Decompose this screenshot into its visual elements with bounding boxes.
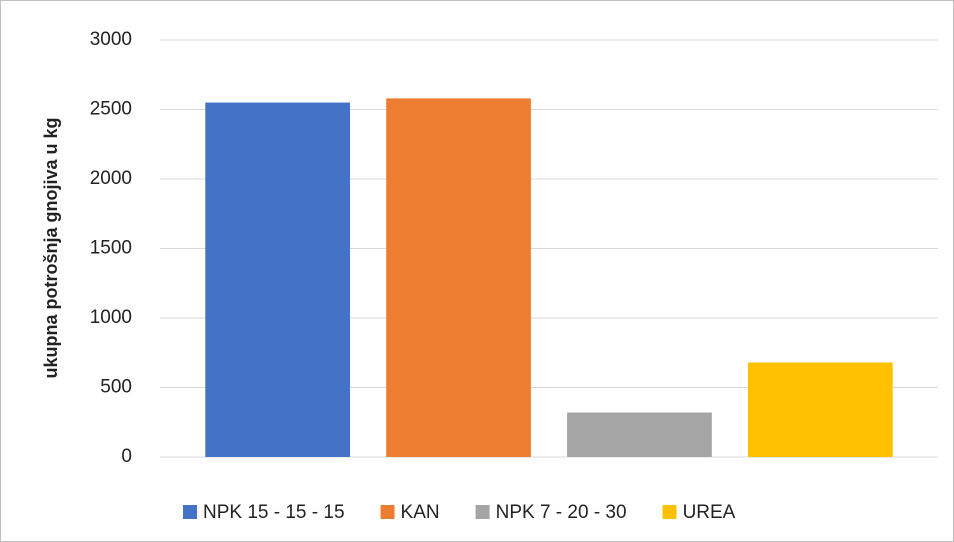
y-tick-label: 2500 [90, 99, 132, 120]
legend-swatch [662, 505, 677, 519]
y-tick-label: 2000 [90, 168, 132, 189]
y-tick-label: 1000 [90, 307, 132, 328]
y-tick-label: 500 [100, 377, 132, 398]
y-tick-label: 1500 [90, 238, 132, 259]
legend-label: NPK 15 - 15 - 15 [203, 502, 345, 523]
bar [567, 412, 712, 457]
y-tick-label: 0 [121, 446, 132, 467]
legend-label: UREA [683, 502, 736, 523]
legend-swatch [380, 505, 395, 519]
bar [205, 102, 351, 458]
legend-swatch [183, 505, 197, 519]
legend-label: KAN [401, 502, 440, 523]
y-tick-label: 3000 [90, 29, 132, 50]
bar [386, 98, 531, 457]
legend-swatch [475, 505, 490, 519]
bar [747, 362, 893, 457]
y-axis-label: ukupna potrošnja gnojiva u kg [41, 117, 61, 378]
legend-label: NPK 7 - 20 - 30 [496, 502, 627, 523]
